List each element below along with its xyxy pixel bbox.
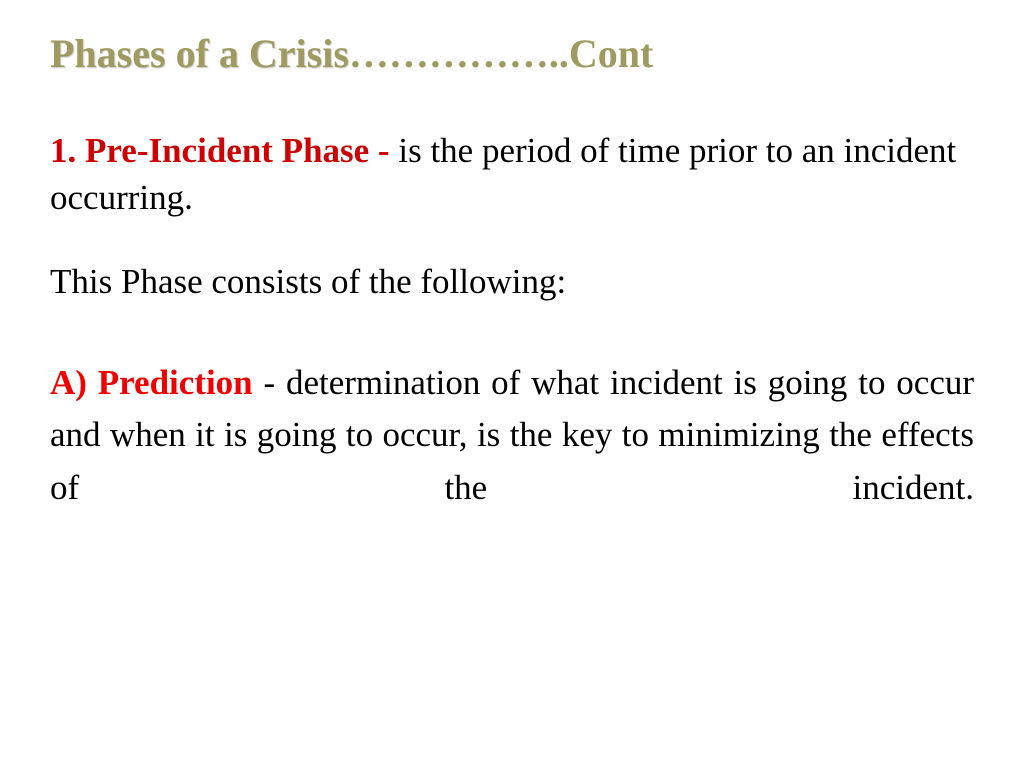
pre-incident-label: 1. Pre-Incident Phase - [50,131,398,170]
paragraph-consists: This Phase consists of the following: [50,262,974,302]
title-dots: …………….. [349,31,569,76]
slide-title: Phases of a Crisis……………..Cont [50,30,974,77]
title-main-text: Phases of a Crisis [50,31,349,76]
paragraph-pre-incident: 1. Pre-Incident Phase - is the period of… [50,127,974,222]
paragraph-prediction: A) Prediction - determination of what in… [50,357,974,515]
prediction-label: A) Prediction [50,363,263,402]
title-cont: Cont [569,31,653,76]
